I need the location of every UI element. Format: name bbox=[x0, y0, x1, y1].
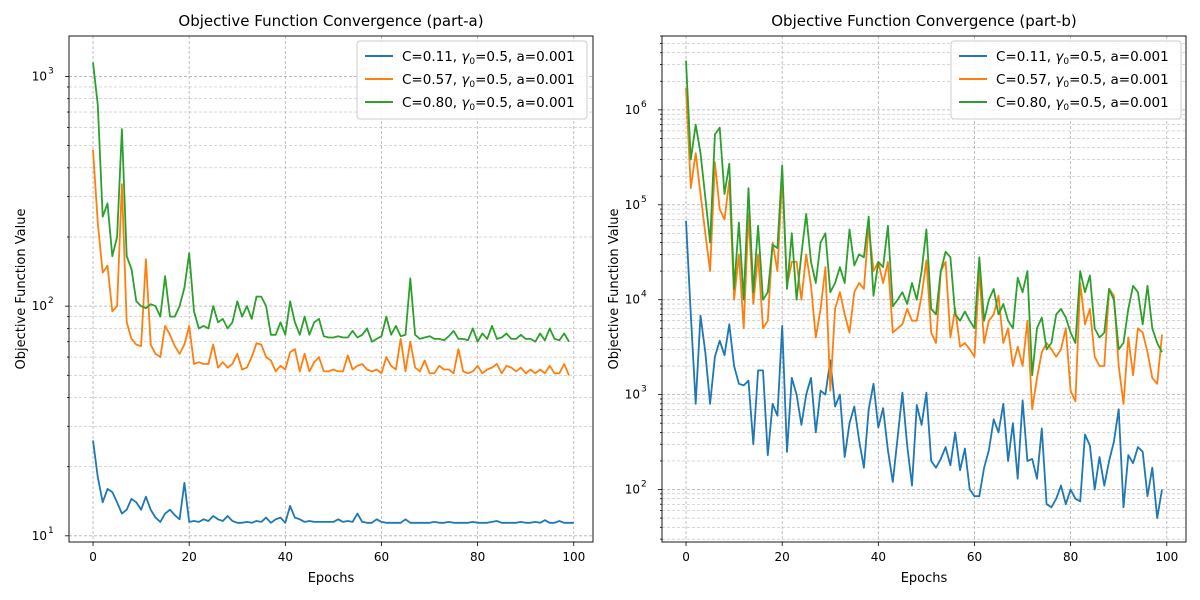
x-tick-label: 60 bbox=[374, 550, 389, 564]
y-tick-exponent: 5 bbox=[641, 195, 647, 205]
x-tick-label: 20 bbox=[182, 550, 197, 564]
legend-entry: C=0.11, γ0=0.5, a=0.001 bbox=[996, 49, 1169, 67]
grid bbox=[69, 36, 593, 542]
y-tick-exponent: 1 bbox=[48, 526, 54, 536]
y-tick-exponent: 6 bbox=[641, 100, 647, 110]
legend-entry: C=0.80, γ0=0.5, a=0.001 bbox=[996, 95, 1169, 113]
y-tick-label: 10 bbox=[625, 103, 640, 117]
legend-entry: C=0.57, γ0=0.5, a=0.001 bbox=[996, 72, 1169, 90]
y-tick-label: 10 bbox=[32, 529, 47, 543]
y-tick-exponent: 2 bbox=[641, 480, 647, 490]
y-tick-label: 10 bbox=[32, 299, 47, 313]
y-tick-exponent: 3 bbox=[641, 385, 647, 395]
y-tick-exponent: 2 bbox=[48, 296, 54, 306]
x-tick-label: 100 bbox=[1155, 550, 1178, 564]
x-tick-label: 0 bbox=[682, 550, 690, 564]
series-line-2 bbox=[92, 149, 570, 376]
chart-title: Objective Function Convergence (part-a) bbox=[178, 12, 483, 30]
y-axis-label: Objective Function Value bbox=[607, 209, 622, 370]
plot-frame bbox=[68, 35, 594, 543]
x-axis-label: Epochs bbox=[308, 571, 355, 586]
x-tick-label: 100 bbox=[562, 550, 585, 564]
legend: C=0.11, γ0=0.5, a=0.001 C=0.57, γ0=0.5, a… bbox=[950, 40, 1182, 120]
legend-entry: C=0.80, γ0=0.5, a=0.001 bbox=[402, 95, 575, 113]
x-tick-label: 60 bbox=[967, 550, 982, 564]
y-tick-label: 10 bbox=[625, 198, 640, 212]
x-tick-label: 40 bbox=[278, 550, 293, 564]
chart-title: Objective Function Convergence (part-b) bbox=[771, 12, 1077, 30]
legend-box bbox=[950, 40, 1182, 120]
series-line-3 bbox=[685, 60, 1163, 377]
legend: C=0.11, γ0=0.5, a=0.001 C=0.57, γ0=0.5, a… bbox=[356, 40, 588, 120]
y-tick-label: 10 bbox=[625, 483, 640, 497]
x-tick-label: 40 bbox=[871, 550, 886, 564]
y-tick-label: 10 bbox=[625, 388, 640, 402]
x-tick-label: 0 bbox=[89, 550, 97, 564]
plot-frame bbox=[661, 35, 1187, 543]
legend-box bbox=[356, 40, 588, 120]
x-tick-label: 80 bbox=[470, 550, 485, 564]
x-tick-label: 20 bbox=[775, 550, 790, 564]
legend-entry: C=0.57, γ0=0.5, a=0.001 bbox=[402, 72, 575, 90]
y-axis-label: Objective Function Value bbox=[14, 209, 29, 370]
y-tick-label: 10 bbox=[32, 69, 47, 83]
y-tick-exponent: 4 bbox=[641, 290, 647, 300]
x-tick-label: 80 bbox=[1063, 550, 1078, 564]
series-line-3 bbox=[92, 62, 570, 343]
legend-entry: C=0.11, γ0=0.5, a=0.001 bbox=[402, 49, 575, 67]
series-line-1 bbox=[685, 220, 1163, 519]
series-line-1 bbox=[92, 440, 574, 524]
y-tick-exponent: 3 bbox=[48, 66, 54, 76]
y-tick-label: 10 bbox=[625, 293, 640, 307]
series-line-2 bbox=[685, 87, 1163, 411]
x-axis-label: Epochs bbox=[901, 571, 948, 586]
